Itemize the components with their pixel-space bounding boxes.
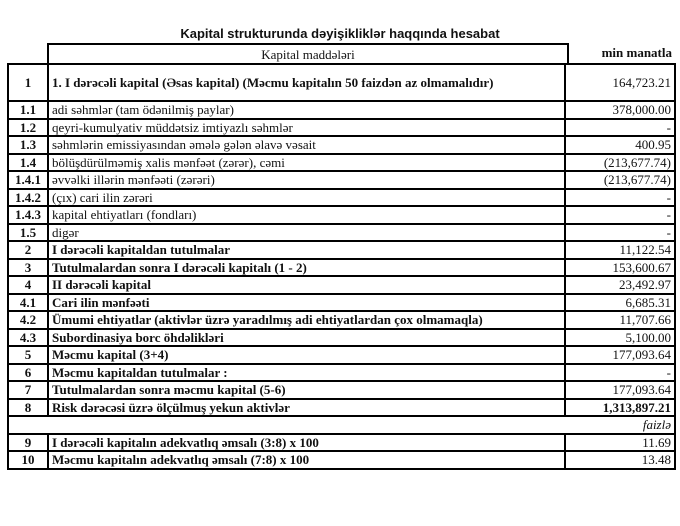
row-number: 1.4.1: [7, 170, 49, 190]
row-value: -: [564, 362, 676, 382]
row-value: 5,100.00: [564, 327, 676, 347]
row-label: Tutulmalardan sonra I dərəcəli kapitalı …: [47, 257, 566, 277]
row-label: kapital ehtiyatları (fondları): [47, 205, 566, 225]
row-label: əvvəlki illərin mənfəəti (zərəri): [47, 170, 566, 190]
row-number: 1.4.2: [7, 187, 49, 207]
row-number: 4.3: [7, 327, 49, 347]
row-value: -: [564, 117, 676, 137]
row-value: -: [564, 222, 676, 242]
row-label: I dərəcəli kapitalın adekvatlıq əmsalı (…: [47, 432, 566, 452]
unit-label: min manatla: [601, 45, 672, 60]
row-label: bölüşdürülməmiş xalis mənfəət (zərər), c…: [47, 152, 566, 172]
table-row: 4 II dərəcəli kapital 23,492.97: [7, 275, 676, 295]
table-row: 4.1 Cari ilin mənfəəti 6,685.31: [7, 292, 676, 312]
row-value: 400.95: [564, 135, 676, 155]
row-label: səhmlərin emissiyasından əmələ gələn əla…: [47, 135, 566, 155]
row-label: qeyri-kumulyativ müddətsiz imtiyazlı səh…: [47, 117, 566, 137]
row-label: Ümumi ehtiyatlar (aktivlər üzrə yaradılm…: [47, 310, 566, 330]
percent-row: faizlə: [7, 415, 676, 435]
row-number: 3: [7, 257, 49, 277]
row-number: 1.5: [7, 222, 49, 242]
row-number: 2: [7, 240, 49, 260]
row-value: 153,600.67: [564, 257, 676, 277]
row-value: 23,492.97: [564, 275, 676, 295]
row-number: 7: [7, 380, 49, 400]
row-value: -: [564, 205, 676, 225]
row-number: 6: [7, 362, 49, 382]
table-row: 1.3 səhmlərin emissiyasından əmələ gələn …: [7, 135, 676, 155]
table-row: 1.4.3 kapital ehtiyatları (fondları) -: [7, 205, 676, 225]
row-value: -: [564, 187, 676, 207]
row-number: 4.2: [7, 310, 49, 330]
table-row: 4.2 Ümumi ehtiyatlar (aktivlər üzrə yarad…: [7, 310, 676, 330]
row-number: 1.2: [7, 117, 49, 137]
row-label: II dərəcəli kapital: [47, 275, 566, 295]
row-label: I dərəcəli kapitaldan tutulmalar: [47, 240, 566, 260]
table-row: 10 Məcmu kapitalın adekvatlıq əmsalı (7:8…: [7, 450, 676, 470]
percent-label: faizlə: [7, 415, 676, 435]
row-number: 1.4: [7, 152, 49, 172]
capital-table: 1 1. I dərəcəli kapital (Əsas kapital) (M…: [7, 63, 676, 470]
table-row: 8 Risk dərəcəsi üzrə ölçülmuş yekun aktiv…: [7, 397, 676, 417]
table-row: 1.1 adi səhmlər (tam ödənilmiş paylar) 378…: [7, 100, 676, 120]
table-row: 3 Tutulmalardan sonra I dərəcəli kapitalı…: [7, 257, 676, 277]
table-row: 1.2 qeyri-kumulyativ müddətsiz imtiyazlı …: [7, 117, 676, 137]
row-value: 164,723.21: [564, 63, 676, 102]
items-column-header: Kapital maddələri: [47, 43, 569, 64]
row-number: 4: [7, 275, 49, 295]
row-value: 177,093.64: [564, 380, 676, 400]
table-row: 4.3 Subordinasiya borc öhdəlikləri 5,100.0…: [7, 327, 676, 347]
row-value: (213,677.74): [564, 170, 676, 190]
row-label: (çıx) cari ilin zərəri: [47, 187, 566, 207]
table-row: 7 Tutulmalardan sonra məcmu kapital (5-6)…: [7, 380, 676, 400]
row-number: 4.1: [7, 292, 49, 312]
table-row: 1.4.1 əvvəlki illərin mənfəəti (zərəri) (2…: [7, 170, 676, 190]
row-label: Məcmu kapital (3+4): [47, 345, 566, 365]
row-label: adi səhmlər (tam ödənilmiş paylar): [47, 100, 566, 120]
table-row: 1.5 digər -: [7, 222, 676, 242]
report-title: Kapital strukturunda dəyişikliklər haqqı…: [180, 26, 500, 41]
row-value: 11,707.66: [564, 310, 676, 330]
table-row: 1 1. I dərəcəli kapital (Əsas kapital) (M…: [7, 63, 676, 102]
row-number: 5: [7, 345, 49, 365]
row-value: (213,677.74): [564, 152, 676, 172]
row-label: Tutulmalardan sonra məcmu kapital (5-6): [47, 380, 566, 400]
table-row: 6 Məcmu kapitaldan tutulmalar :-: [7, 362, 676, 382]
row-label: digər: [47, 222, 566, 242]
row-value: 1,313,897.21: [564, 397, 676, 417]
row-label: Subordinasiya borc öhdəlikləri: [47, 327, 566, 347]
row-value: 378,000.00: [564, 100, 676, 120]
row-number: 9: [7, 432, 49, 452]
row-label: 1. I dərəcəli kapital (Əsas kapital) (Mə…: [47, 63, 566, 102]
row-number: 1.3: [7, 135, 49, 155]
row-value: 11,122.54: [564, 240, 676, 260]
table-row: 5 Məcmu kapital (3+4) 177,093.64: [7, 345, 676, 365]
row-number: 1: [7, 63, 49, 102]
row-number: 1.4.3: [7, 205, 49, 225]
row-number: 10: [7, 450, 49, 470]
row-label: Məcmu kapitalın adekvatlıq əmsalı (7:8) …: [47, 450, 566, 470]
row-value: 11.69: [564, 432, 676, 452]
row-value: 177,093.64: [564, 345, 676, 365]
table-row: 1.4 bölüşdürülməmiş xalis mənfəət (zərər)…: [7, 152, 676, 172]
row-label: Məcmu kapitaldan tutulmalar :: [47, 362, 566, 382]
row-number: 1.1: [7, 100, 49, 120]
table-row: 1.4.2 (çıx) cari ilin zərəri -: [7, 187, 676, 207]
row-label: Risk dərəcəsi üzrə ölçülmuş yekun aktivl…: [47, 397, 566, 417]
row-value: 13.48: [564, 450, 676, 470]
row-value: 6,685.31: [564, 292, 676, 312]
row-number: 8: [7, 397, 49, 417]
row-label: Cari ilin mənfəəti: [47, 292, 566, 312]
